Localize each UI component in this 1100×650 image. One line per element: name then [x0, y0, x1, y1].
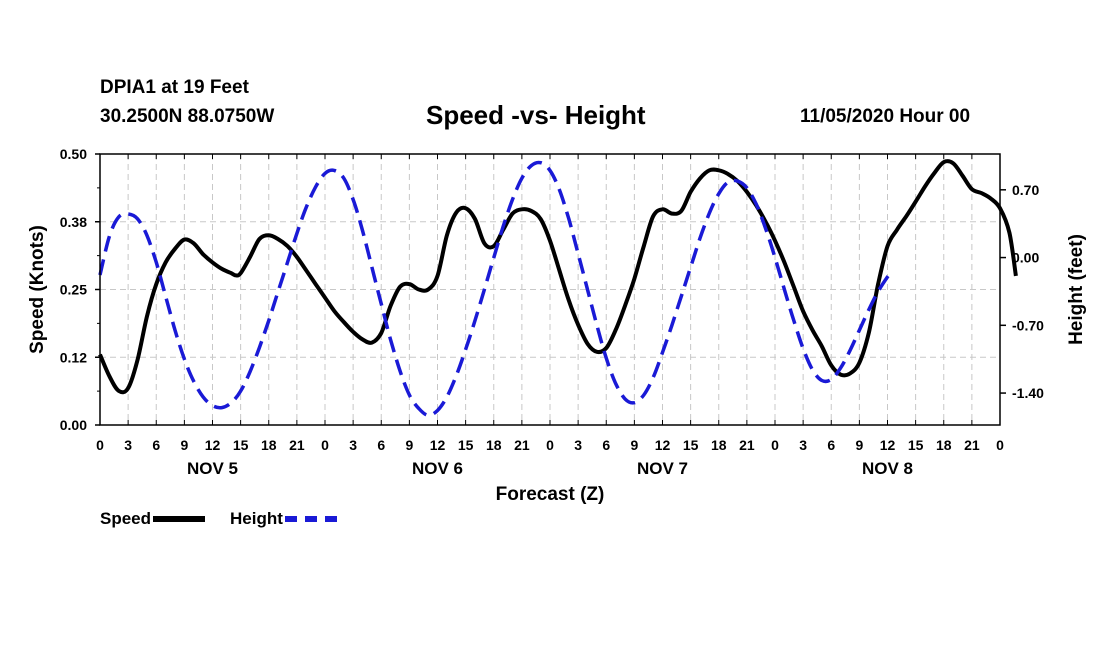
x-tick-label: 0: [771, 437, 779, 453]
x-tick-label: 21: [739, 437, 755, 453]
x-tick-label: 12: [205, 437, 221, 453]
x-tick-label: 12: [655, 437, 671, 453]
station-coordinates: 30.2500N 88.0750W: [100, 106, 275, 127]
x-tick-label: 12: [880, 437, 896, 453]
y-tick-label: 0.50: [60, 146, 87, 162]
x-tick-label: 18: [936, 437, 952, 453]
x-tick-label: 3: [349, 437, 357, 453]
x-tick-label: 15: [233, 437, 249, 453]
x-tick-label: 3: [799, 437, 807, 453]
x-tick-label: 9: [855, 437, 863, 453]
y2-tick-label: -0.70: [1012, 317, 1044, 333]
series-lines: [98, 159, 1018, 418]
y-tick-label: 0.25: [60, 282, 87, 298]
x-tick-label: 0: [546, 437, 554, 453]
x-tick-label: 18: [486, 437, 502, 453]
legend-speed-label: Speed: [100, 509, 152, 528]
x-day-label: NOV 7: [637, 459, 688, 478]
speed-series-line: [98, 159, 1018, 395]
x-tick-label: 0: [996, 437, 1004, 453]
x-tick-label: 6: [602, 437, 610, 453]
y2-tick-label: -1.40: [1012, 385, 1044, 401]
y-tick-label: 0.12: [60, 349, 87, 365]
height-series-line: [98, 160, 893, 418]
x-tick-label: 3: [574, 437, 582, 453]
x-tick-label: 18: [711, 437, 727, 453]
x-tick-label: 6: [377, 437, 385, 453]
x-tick-label: 18: [261, 437, 277, 453]
y2-tick-label: 0.00: [1012, 250, 1039, 266]
x-tick-label: 6: [152, 437, 160, 453]
x-tick-label: 9: [630, 437, 638, 453]
chart-title: Speed -vs- Height: [426, 100, 646, 130]
y-tick-label: 0.38: [60, 214, 87, 230]
axes: 0 3 6 9 12 15 18 21 0 3 6 9 12 15 18 21 0 3 6 9 12 15 18 21 0 3 6 9…: [27, 146, 1087, 505]
x-tick-label: 15: [458, 437, 474, 453]
x-tick-label: 9: [180, 437, 188, 453]
x-tick-label: 21: [964, 437, 980, 453]
x-tick-label: 15: [683, 437, 699, 453]
y-tick-label: 0.00: [60, 417, 87, 433]
x-tick-label: 12: [430, 437, 446, 453]
x-tick-label: 3: [124, 437, 132, 453]
x-tick-label: 15: [908, 437, 924, 453]
run-time: 11/05/2020 Hour 00: [800, 106, 971, 127]
y-axis-title: Speed (Knots): [27, 225, 48, 354]
grid: [100, 154, 1000, 425]
x-axis-title: Forecast (Z): [496, 484, 605, 505]
y2-axis-title: Height (feet): [1066, 234, 1087, 345]
legend-height: Height: [230, 509, 337, 529]
x-day-label: NOV 5: [187, 459, 238, 478]
x-day-label: NOV 8: [862, 459, 913, 478]
y2-tick-label: 0.70: [1012, 182, 1039, 198]
legend-height-label: Height: [230, 509, 283, 528]
x-tick-label: 0: [321, 437, 329, 453]
x-day-label: NOV 6: [412, 459, 463, 478]
x-tick-label: 21: [289, 437, 305, 453]
x-tick-label: 21: [514, 437, 530, 453]
legend-speed: Speed: [100, 509, 206, 529]
x-tick-label: 9: [405, 437, 413, 453]
x-tick-label: 6: [827, 437, 835, 453]
station-label: DPIA1 at 19 Feet: [100, 77, 249, 98]
legend-speed-swatch: [153, 516, 206, 522]
x-tick-label: 0: [96, 437, 104, 453]
legend-height-swatch: [284, 516, 337, 522]
